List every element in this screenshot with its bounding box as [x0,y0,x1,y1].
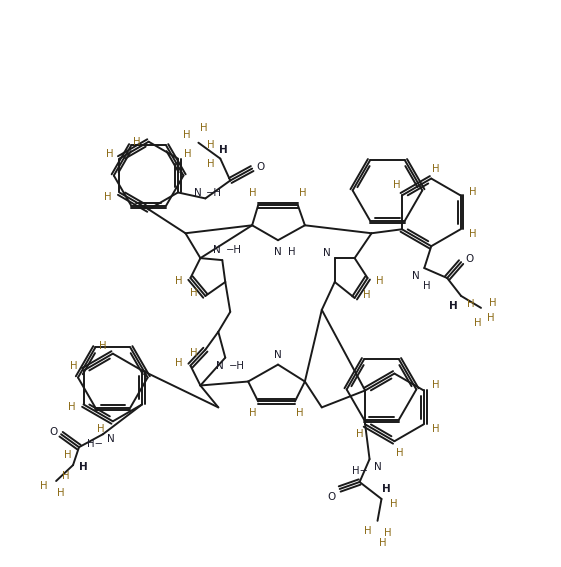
Text: −H: −H [226,245,242,255]
Text: H: H [184,149,192,159]
Text: H: H [433,163,440,174]
Text: H: H [206,139,214,150]
Text: H: H [396,448,403,458]
Text: H: H [474,318,482,328]
Text: H: H [190,348,197,358]
Text: H: H [288,247,296,257]
Text: O: O [256,162,264,172]
Text: N: N [107,434,114,444]
Text: N: N [274,247,282,257]
Text: N: N [374,462,381,472]
Text: H: H [62,471,70,481]
Text: O: O [328,492,336,502]
Text: H: H [175,358,182,367]
Text: H: H [200,123,207,133]
Text: H: H [364,526,371,536]
Text: H−: H− [352,466,367,476]
Text: H: H [190,288,197,298]
Text: O: O [465,254,473,264]
Text: H: H [133,137,140,147]
Text: H: H [97,424,105,434]
Text: H: H [449,301,458,311]
Text: H: H [57,488,65,498]
Text: H: H [376,276,383,286]
Text: H: H [65,450,72,460]
Text: H: H [104,192,111,202]
Text: H: H [432,380,439,391]
Text: N: N [213,245,221,255]
Text: H: H [206,159,214,168]
Text: H: H [489,298,496,308]
Text: H: H [105,149,113,159]
Text: N: N [217,361,224,371]
Text: H: H [467,299,475,309]
Text: H: H [250,188,257,198]
Text: H: H [183,130,190,139]
Text: N: N [194,188,201,198]
Text: O: O [49,428,57,437]
Text: H: H [469,188,476,197]
Text: H−: H− [87,439,103,449]
Text: H: H [422,281,430,291]
Text: N: N [412,271,420,281]
Text: H: H [432,424,439,434]
Text: N: N [323,248,330,258]
Text: H: H [469,229,476,239]
Text: H: H [379,538,386,548]
Text: H: H [363,290,370,300]
Text: H: H [40,481,48,491]
Text: H: H [219,145,228,155]
Text: H: H [250,408,257,418]
Text: H: H [356,429,364,439]
Text: −H: −H [205,188,221,198]
Text: H: H [70,361,77,371]
Text: H: H [390,499,397,509]
Text: H: H [299,188,307,198]
Text: H: H [296,408,304,418]
Text: N: N [274,350,282,359]
Text: H: H [79,462,88,472]
Text: H: H [175,276,182,286]
Text: H: H [99,341,107,351]
Text: H: H [487,313,495,323]
Text: −H: −H [229,361,245,371]
Text: H: H [382,484,391,494]
Text: H: H [68,403,75,412]
Text: H: H [393,180,401,191]
Text: H: H [384,528,391,538]
